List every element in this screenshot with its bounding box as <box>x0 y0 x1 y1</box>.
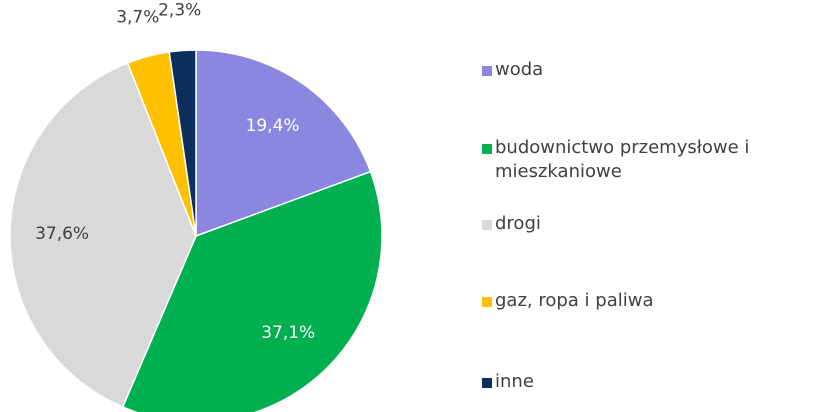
legend-label: woda <box>495 59 544 80</box>
data-label: 37,1% <box>261 323 315 343</box>
legend-swatch <box>482 144 492 154</box>
legend-label: gaz, ropa i paliwa <box>495 290 654 311</box>
chart: 19,4% 37,1% 37,6% 3,7%2,3% <box>9 1 383 412</box>
pie-slice <box>9 62 197 408</box>
pie-slice <box>168 49 197 237</box>
data-label: 37,6% <box>35 224 89 244</box>
legend-swatch <box>482 66 492 76</box>
legend-item: drogi <box>482 212 805 236</box>
legend-label: budownictwo przemysłowe i mieszkaniowe <box>495 137 750 182</box>
pie-slice <box>121 170 383 412</box>
legend-swatch <box>482 297 492 307</box>
data-label: 3,7% <box>116 8 159 28</box>
legend-label: inne <box>495 371 534 392</box>
legend-item: inne <box>482 370 805 394</box>
legend-label: drogi <box>495 213 541 234</box>
data-label: 2,3% <box>158 1 201 21</box>
legend-swatch <box>482 220 492 230</box>
pie-slice <box>195 49 372 238</box>
legend-swatch <box>482 378 492 388</box>
legend-item: gaz, ropa i paliwa <box>482 289 805 313</box>
legend-item: budownictwo przemysłowe i mieszkaniowe <box>482 136 805 184</box>
legend-item: woda <box>482 58 805 82</box>
legend: woda budownictwo przemysłowe i mieszkanio… <box>482 0 817 412</box>
data-label: 19,4% <box>246 116 300 136</box>
